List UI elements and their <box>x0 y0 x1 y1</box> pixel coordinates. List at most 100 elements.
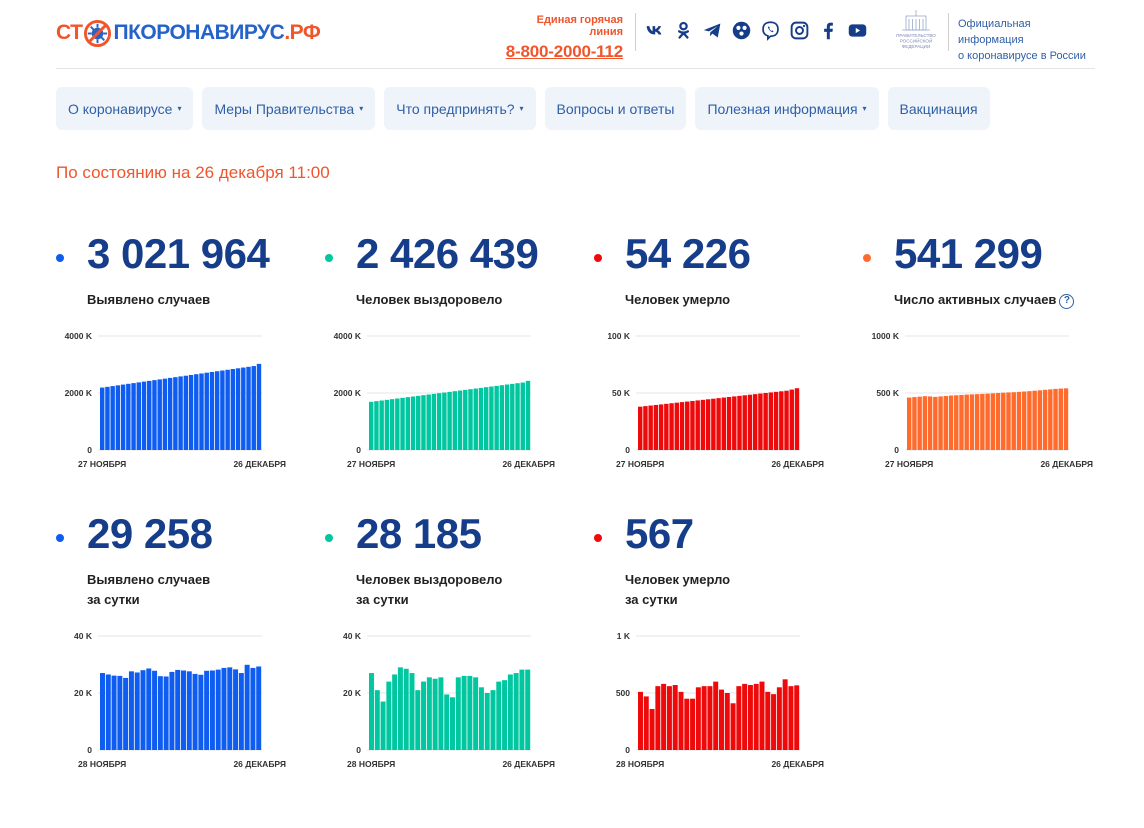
bar[interactable] <box>209 670 215 750</box>
bar[interactable] <box>768 392 774 450</box>
site-logo[interactable]: СТ ПКОРОНАВИРУС .РФ <box>56 17 321 49</box>
bar[interactable] <box>649 708 655 750</box>
bar[interactable] <box>484 693 490 750</box>
bar[interactable] <box>392 674 398 750</box>
bar[interactable] <box>653 404 659 450</box>
bar[interactable] <box>169 671 175 750</box>
bar[interactable] <box>386 681 392 750</box>
bar[interactable] <box>256 666 262 750</box>
bar[interactable] <box>123 677 129 750</box>
vk-icon[interactable] <box>644 20 665 41</box>
bar[interactable] <box>520 382 525 450</box>
bar[interactable] <box>421 681 427 750</box>
bar[interactable] <box>716 398 721 450</box>
bar[interactable] <box>199 373 204 450</box>
bar[interactable] <box>638 406 643 450</box>
bar[interactable] <box>964 394 969 450</box>
bar[interactable] <box>747 394 753 450</box>
bar[interactable] <box>256 363 262 450</box>
odnoklassniki-icon[interactable] <box>673 20 694 41</box>
bar[interactable] <box>732 396 737 450</box>
bar[interactable] <box>679 402 685 450</box>
bar[interactable] <box>655 686 661 750</box>
bar[interactable] <box>713 681 719 750</box>
bar[interactable] <box>432 678 438 750</box>
bar[interactable] <box>990 393 996 450</box>
bar[interactable] <box>438 677 444 750</box>
bar[interactable] <box>730 703 736 750</box>
bar[interactable] <box>415 690 421 750</box>
bar[interactable] <box>753 683 759 750</box>
nav-vaccination[interactable]: Вакцинация <box>887 87 990 130</box>
bar[interactable] <box>140 670 146 750</box>
bar[interactable] <box>117 675 123 750</box>
bar[interactable] <box>115 385 121 450</box>
bar[interactable] <box>188 374 194 450</box>
bar[interactable] <box>204 670 210 750</box>
bar[interactable] <box>494 385 499 450</box>
bar[interactable] <box>384 399 390 450</box>
bar[interactable] <box>695 687 701 750</box>
help-icon[interactable]: ? <box>1059 294 1075 309</box>
bar[interactable] <box>455 677 461 750</box>
bar[interactable] <box>917 396 922 450</box>
bar[interactable] <box>776 687 782 750</box>
bar[interactable] <box>907 397 912 450</box>
bar[interactable] <box>737 395 742 450</box>
bar[interactable] <box>948 395 954 450</box>
bar[interactable] <box>938 396 943 450</box>
bar[interactable] <box>152 380 157 450</box>
bar[interactable] <box>515 383 520 450</box>
bar[interactable] <box>409 673 415 750</box>
bar[interactable] <box>100 673 105 750</box>
bar[interactable] <box>374 401 379 450</box>
nav-what-to-do[interactable]: Что предпринять? ▾ <box>384 87 536 130</box>
bar[interactable] <box>1042 389 1048 450</box>
bar[interactable] <box>927 396 933 450</box>
bar[interactable] <box>410 396 416 450</box>
bar[interactable] <box>1027 391 1032 450</box>
bar[interactable] <box>227 667 233 750</box>
bar[interactable] <box>238 673 244 750</box>
bar[interactable] <box>134 672 140 750</box>
bar[interactable] <box>943 395 949 450</box>
bar[interactable] <box>421 395 426 450</box>
bar[interactable] <box>110 386 115 450</box>
youtube-icon[interactable] <box>847 20 868 41</box>
bar[interactable] <box>442 392 447 450</box>
viber-icon[interactable] <box>760 20 781 41</box>
bar[interactable] <box>519 669 525 750</box>
bar[interactable] <box>707 686 713 750</box>
bar[interactable] <box>658 404 664 450</box>
bar[interactable] <box>250 667 256 750</box>
bar[interactable] <box>782 679 788 750</box>
bar[interactable] <box>1006 392 1011 450</box>
bar[interactable] <box>181 670 186 750</box>
bar[interactable] <box>724 693 730 750</box>
bar[interactable] <box>374 690 380 750</box>
bar[interactable] <box>128 671 134 750</box>
bar[interactable] <box>773 391 779 450</box>
bar[interactable] <box>136 382 142 450</box>
bar[interactable] <box>959 394 964 450</box>
bar[interactable] <box>473 388 478 450</box>
bar[interactable] <box>463 389 468 450</box>
bar[interactable] <box>664 403 669 450</box>
bar[interactable] <box>747 685 753 750</box>
bar[interactable] <box>416 395 421 450</box>
instagram-icon[interactable] <box>789 20 810 41</box>
bar[interactable] <box>922 396 928 450</box>
bar[interactable] <box>742 683 748 750</box>
telegram-icon[interactable] <box>702 20 723 41</box>
bar[interactable] <box>246 366 251 450</box>
bar[interactable] <box>467 675 473 750</box>
bar[interactable] <box>111 675 117 750</box>
bar[interactable] <box>146 668 152 750</box>
bar[interactable] <box>1016 391 1022 450</box>
bar[interactable] <box>700 399 706 450</box>
bar[interactable] <box>765 691 771 750</box>
bar[interactable] <box>721 397 727 450</box>
bar[interactable] <box>504 384 510 450</box>
bar[interactable] <box>684 698 690 750</box>
bar[interactable] <box>397 667 403 750</box>
